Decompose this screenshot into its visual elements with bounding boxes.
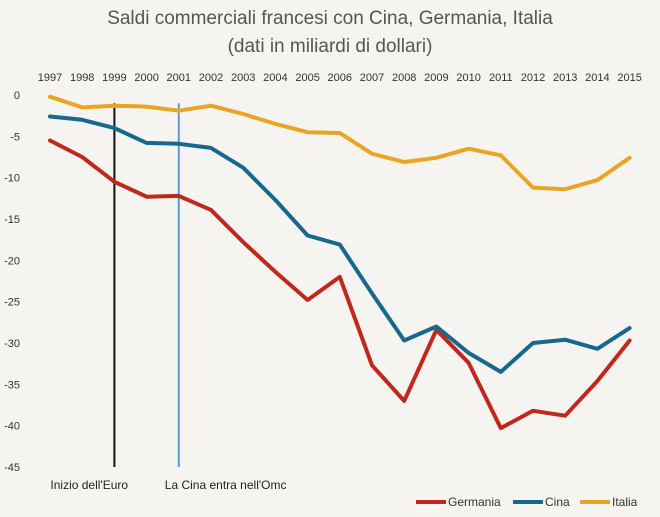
series-line-italia — [48, 94, 632, 192]
y-tick-label: -35 — [4, 379, 20, 391]
x-tick-label: 2012 — [521, 72, 545, 84]
y-tick-label: -25 — [4, 297, 20, 309]
legend-label: Cina — [545, 495, 570, 509]
legend-label: Italia — [612, 495, 638, 509]
x-tick-label: 2009 — [424, 72, 448, 84]
y-tick-label: -10 — [4, 173, 20, 185]
y-tick-label: -30 — [4, 338, 20, 350]
y-tick-label: -40 — [4, 421, 20, 433]
y-tick-label: -5 — [10, 131, 20, 143]
y-tick-label: -45 — [4, 462, 20, 474]
y-tick-label: -20 — [4, 255, 20, 267]
legend-label: Germania — [448, 495, 501, 509]
x-tick-label: 2008 — [392, 72, 416, 84]
annotation-label: Inizio dell'Euro — [50, 478, 128, 492]
x-tick-label: 2007 — [360, 72, 384, 84]
x-tick-label: 2006 — [328, 72, 352, 84]
annotations: Inizio dell'Euro La Cina entra nell'Omc — [50, 103, 286, 492]
legend: Germania Cina Italia — [416, 495, 638, 509]
y-tick-label: -15 — [4, 214, 20, 226]
x-tick-label: 2015 — [617, 72, 641, 84]
chart-subtitle: (dati in miliardi di dollari) — [228, 36, 433, 57]
x-tick-label: 2010 — [456, 72, 480, 84]
x-axis: 1997 1998 1999 2000 2001 2002 2003 2004 2005 2006… — [38, 72, 642, 84]
x-tick-label: 2013 — [553, 72, 577, 84]
x-tick-label: 2003 — [231, 72, 255, 84]
x-tick-label: 2004 — [263, 72, 287, 84]
x-tick-label: 2001 — [167, 72, 191, 84]
x-tick-label: 1999 — [102, 72, 126, 84]
series-line-cina — [48, 114, 632, 374]
y-tick-label: 0 — [14, 90, 20, 102]
x-tick-label: 2002 — [199, 72, 223, 84]
chart-title: Saldi commerciali francesi con Cina, Ger… — [107, 8, 553, 29]
annotation-label: La Cina entra nell'Omc — [165, 478, 287, 492]
x-tick-label: 2000 — [134, 72, 158, 84]
x-tick-label: 2005 — [295, 72, 319, 84]
series-lines — [48, 94, 632, 431]
y-axis: 0 -5 -10 -15 -20 -25 -30 -35 -40 -45 — [4, 90, 20, 474]
x-tick-label: 2014 — [585, 72, 609, 84]
x-tick-label: 2011 — [489, 72, 513, 84]
x-tick-label: 1997 — [38, 72, 62, 84]
x-tick-label: 1998 — [70, 72, 94, 84]
series-line-germania — [48, 138, 632, 431]
